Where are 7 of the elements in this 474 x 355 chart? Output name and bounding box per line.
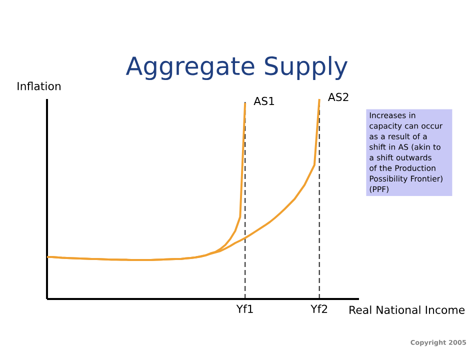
x-tick-label: Yf1: [236, 304, 253, 313]
x-axis-title: Real National Income: [350, 306, 465, 314]
x-tick-label: Yf2: [310, 304, 328, 313]
chart-title: Aggregate Supply: [126, 56, 348, 80]
series-label: AS2: [328, 92, 348, 102]
y-axis-title: Inflation: [18, 82, 60, 90]
series-label: AS1: [254, 96, 274, 106]
